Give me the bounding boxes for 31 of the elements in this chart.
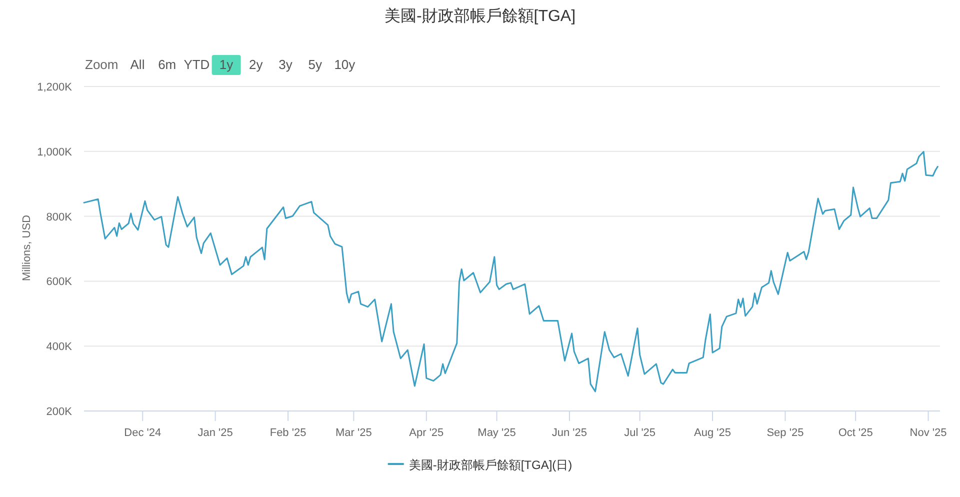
chart-title: 美國-財政部帳戶餘額[TGA] [384, 7, 576, 25]
line-series [83, 150, 938, 392]
y-tick-label: 1,200K [37, 82, 73, 94]
x-tick-label: Feb '25 [270, 427, 306, 439]
x-tick-label: May '25 [478, 427, 516, 439]
y-tick-label: 400K [46, 341, 73, 354]
x-tick-label: Nov '25 [910, 427, 947, 439]
range-button-label: 1y [219, 57, 234, 72]
y-tick-label: 200K [46, 406, 73, 418]
x-tick-label: Dec '24 [124, 427, 162, 439]
range-button-label: YTD [184, 57, 210, 72]
range-button-label: 10y [334, 57, 356, 72]
y-tick-label: 600K [46, 276, 73, 288]
range-button-label: 5y [308, 57, 322, 72]
range-button-label: 2y [249, 57, 263, 72]
x-tick-label: Jul '25 [624, 427, 656, 439]
y-tick-label: 1,000K [37, 146, 73, 158]
range-selector-label: Zoom [85, 57, 118, 72]
range-button-label: 6m [158, 57, 176, 72]
y-axis-title: Millions, USD [21, 214, 33, 282]
legend: 美國-財政部帳戶餘額[TGA](日) [388, 458, 572, 472]
x-tick-label: Jan '25 [198, 427, 233, 439]
x-tick-label: Jun '25 [552, 427, 588, 439]
x-tick-label: Oct '25 [838, 427, 873, 439]
range-button-label: All [130, 57, 145, 72]
range-button-label: 3y [278, 57, 292, 72]
x-tick-label: Apr '25 [409, 427, 444, 439]
x-tick-label: Sep '25 [766, 427, 804, 439]
x-tick-label: Mar '25 [336, 427, 372, 439]
y-tick-label: 800K [46, 211, 73, 224]
x-tick-label: Aug '25 [694, 427, 731, 439]
